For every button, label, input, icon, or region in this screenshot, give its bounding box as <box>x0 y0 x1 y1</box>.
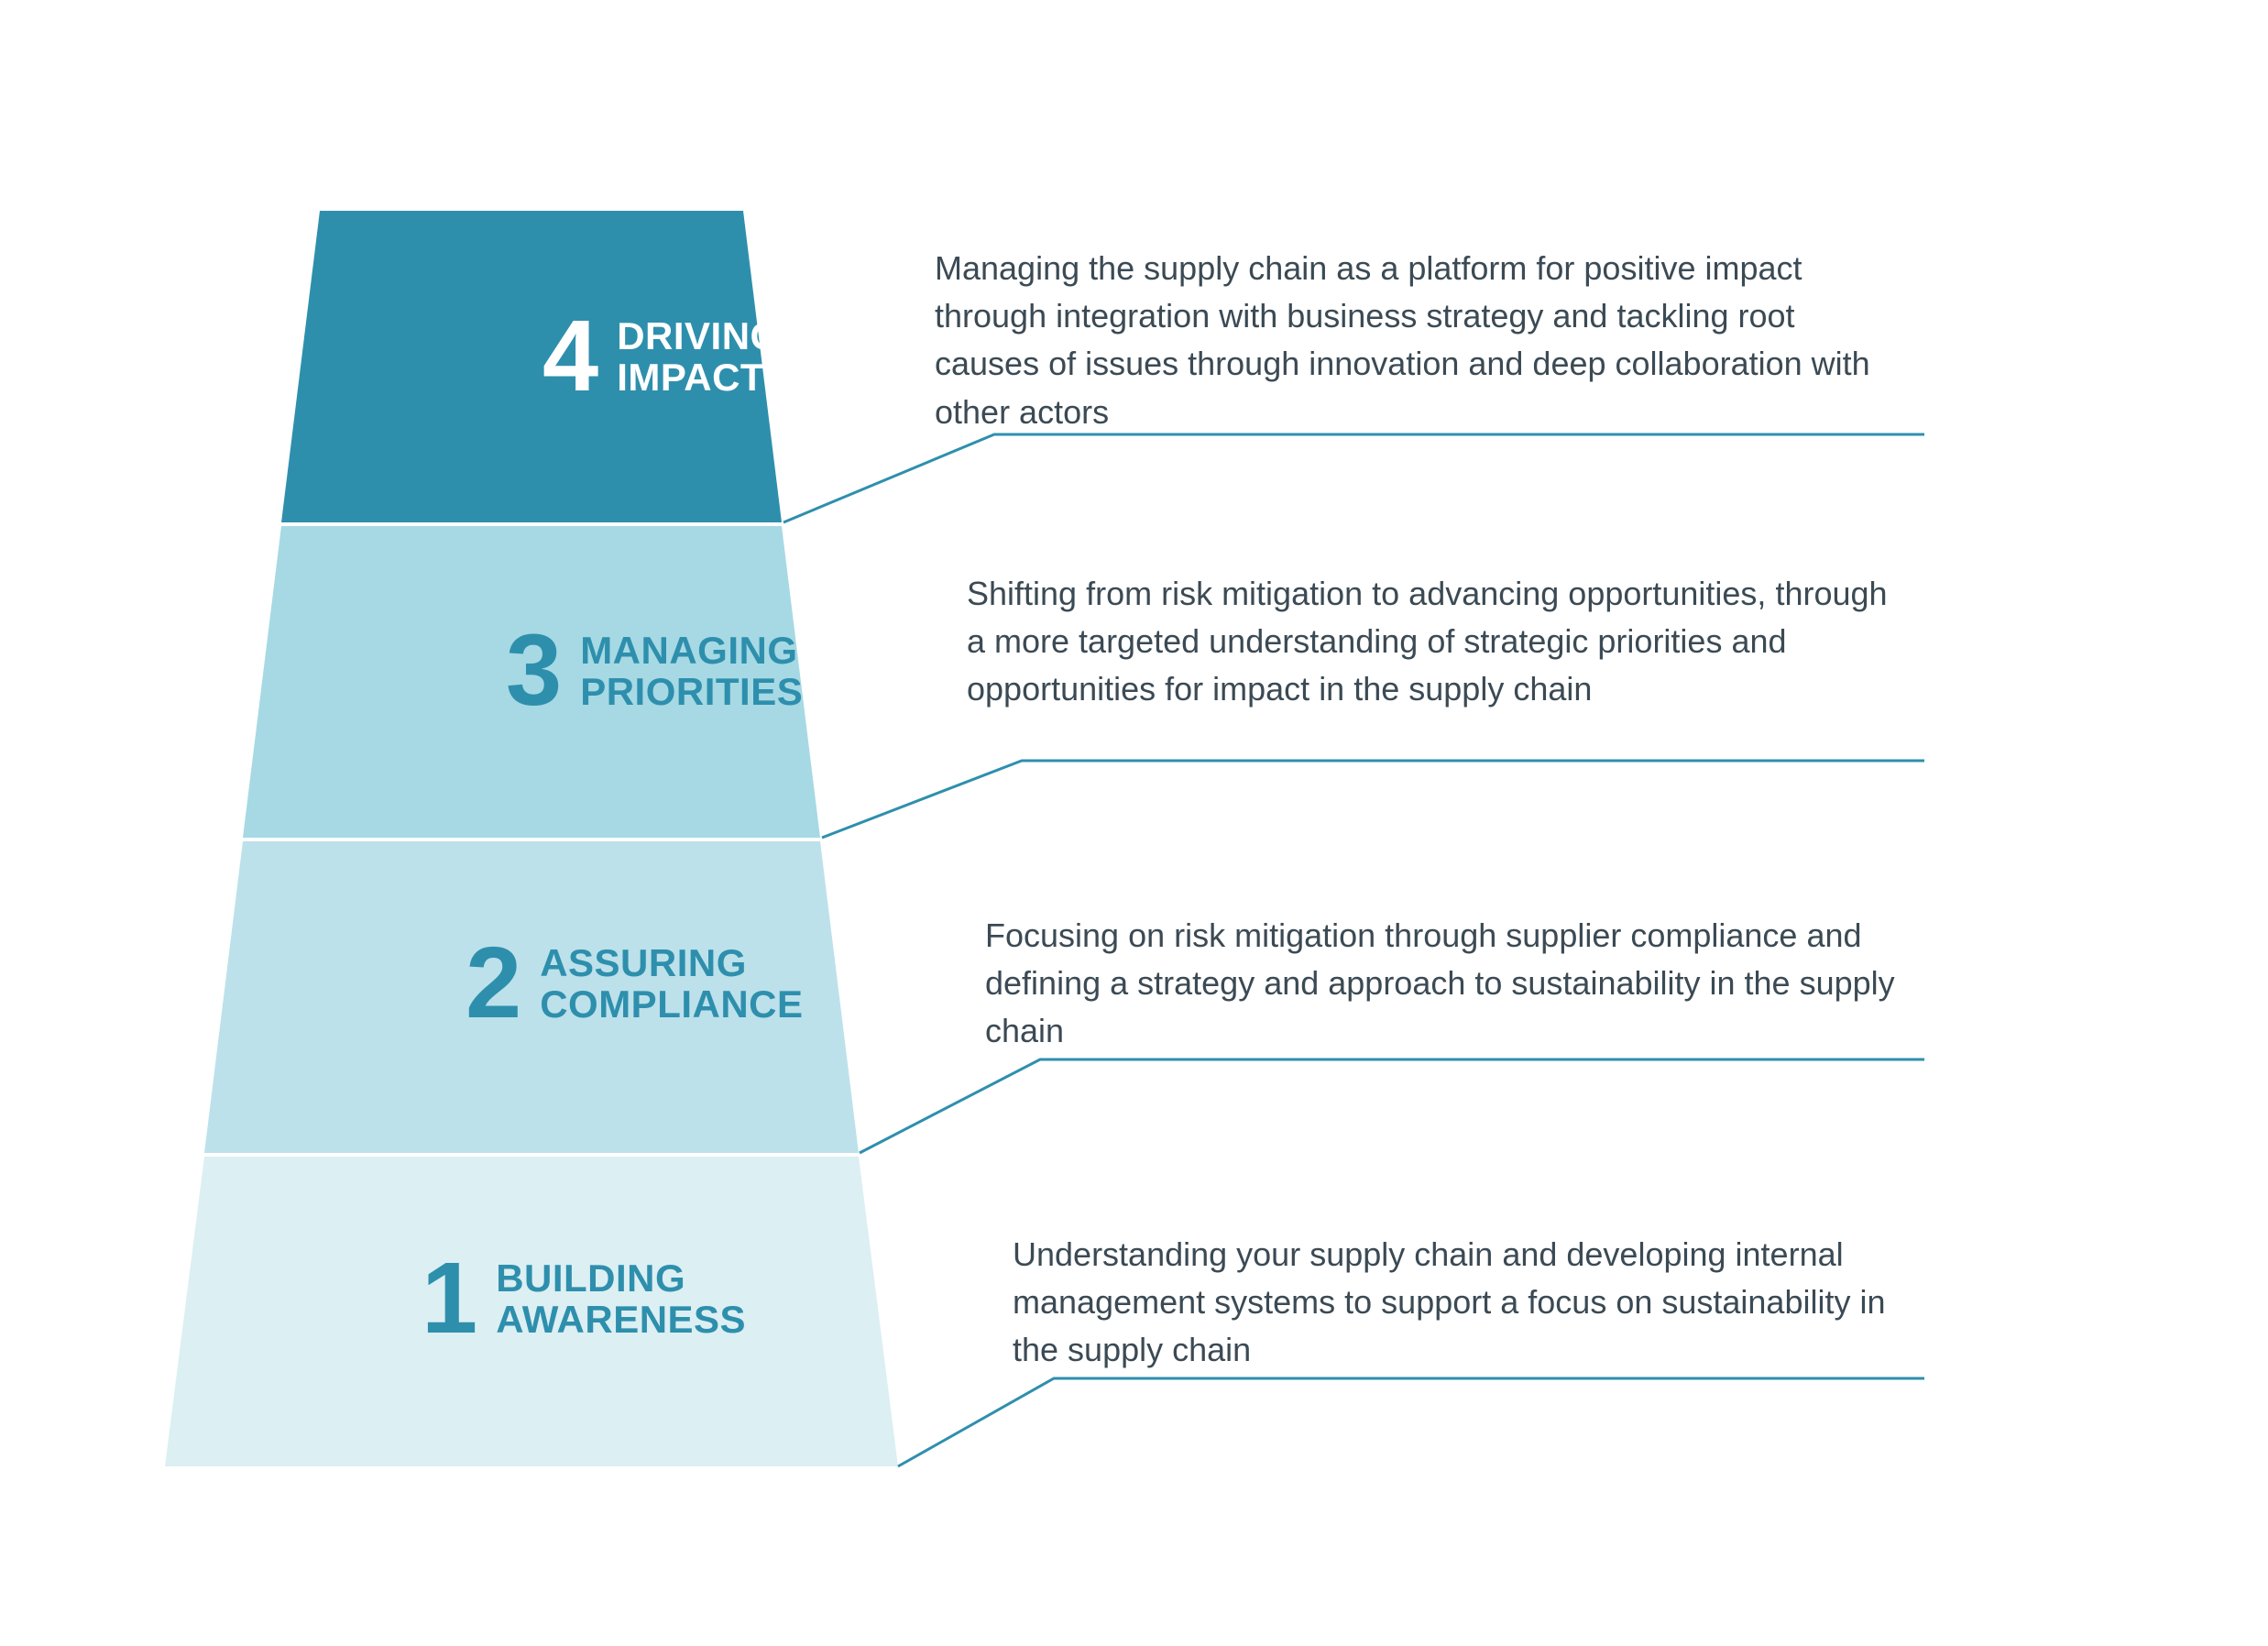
stage-label-2: 2ASSURINGCOMPLIANCE <box>466 933 804 1034</box>
stage-title-line2: COMPLIANCE <box>540 983 803 1025</box>
stage-label-3: 3MANAGINGPRIORITIES <box>506 620 803 721</box>
connector-line-2 <box>860 1059 1924 1153</box>
stage-number-1: 1 <box>422 1248 477 1349</box>
stage-title-line1: BUILDING <box>496 1257 746 1299</box>
stage-title-line2: IMPACT <box>617 357 781 398</box>
stage-title-3: MANAGINGPRIORITIES <box>580 630 803 713</box>
stage-title-line1: MANAGING <box>580 630 803 671</box>
stage-number-2: 2 <box>466 933 521 1034</box>
stage-title-line2: AWARENESS <box>496 1299 746 1340</box>
stage-title-2: ASSURINGCOMPLIANCE <box>540 942 803 1026</box>
stage-title-line1: DRIVING <box>617 315 781 357</box>
stage-description-3: Shifting from risk mitigation to advanci… <box>967 570 1892 714</box>
stage-title-line1: ASSURING <box>540 942 803 983</box>
stage-number-3: 3 <box>506 620 562 721</box>
connector-line-3 <box>822 761 1924 838</box>
pyramid-diagram: 4DRIVINGIMPACTManaging the supply chain … <box>0 0 2268 1646</box>
stage-description-4: Managing the supply chain as a platform … <box>935 245 1897 436</box>
stage-number-4: 4 <box>542 306 598 407</box>
stage-title-line2: PRIORITIES <box>580 671 803 712</box>
stage-title-1: BUILDINGAWARENESS <box>496 1257 746 1341</box>
stage-description-1: Understanding your supply chain and deve… <box>1013 1231 1929 1375</box>
stage-description-2: Focusing on risk mitigation through supp… <box>985 912 1911 1056</box>
connector-line-1 <box>898 1378 1924 1466</box>
stage-title-4: DRIVINGIMPACT <box>617 315 781 399</box>
stage-label-1: 1BUILDINGAWARENESS <box>422 1248 746 1349</box>
stage-label-4: 4DRIVINGIMPACT <box>542 306 781 407</box>
connector-line-4 <box>783 434 1924 522</box>
